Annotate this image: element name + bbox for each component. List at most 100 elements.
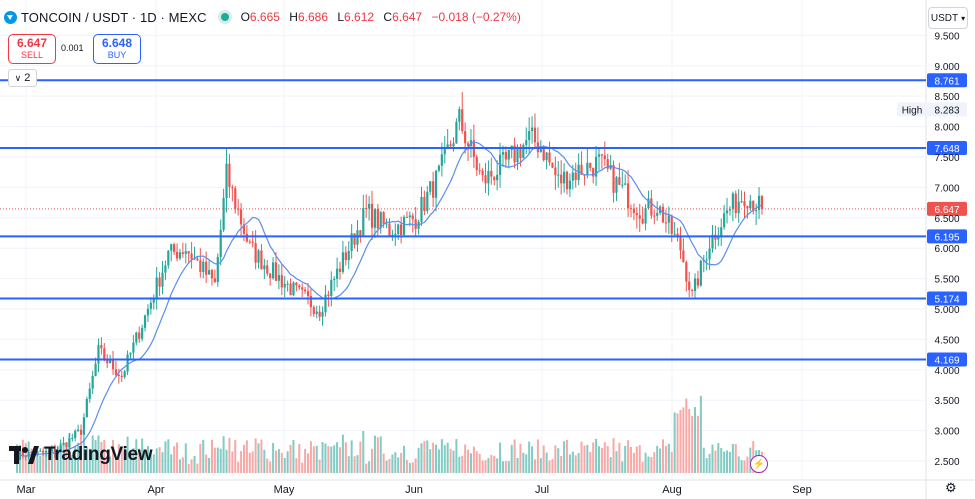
- volume-bar: [356, 455, 359, 473]
- volume-bar: [117, 444, 120, 473]
- volume-bar: [74, 446, 77, 473]
- candle-body: [560, 174, 563, 184]
- candle-body: [251, 241, 254, 244]
- candle-body: [181, 252, 184, 254]
- level-price-tag: [927, 73, 967, 88]
- volume-bar: [50, 446, 53, 473]
- candle-body: [184, 251, 187, 254]
- candle-body: [274, 262, 278, 281]
- candle-body: [670, 215, 673, 235]
- candle-body: [129, 352, 132, 355]
- volume-bar: [260, 439, 263, 473]
- candle-body: [117, 374, 120, 376]
- lightning-icon[interactable]: ⚡: [750, 455, 768, 473]
- candle-body: [385, 223, 388, 225]
- volume-bar: [717, 442, 720, 473]
- indicators-toggle-button[interactable]: ∨ 2: [8, 69, 37, 87]
- level-price-tag: [927, 352, 967, 367]
- volume-bar: [53, 444, 56, 473]
- candle-body: [266, 265, 269, 274]
- volume-bar: [333, 445, 336, 473]
- candle-body: [400, 224, 403, 235]
- candle-body: [42, 450, 45, 453]
- volume-bar: [563, 441, 566, 473]
- volume-bar: [461, 455, 464, 473]
- volume-bar: [237, 461, 240, 473]
- volume-bar: [627, 440, 630, 473]
- volume-bar: [336, 442, 339, 473]
- volume-bar: [71, 455, 74, 473]
- volume-bar: [292, 439, 295, 473]
- volume-bar: [146, 445, 149, 473]
- candle-body: [65, 442, 68, 448]
- candle-body: [606, 159, 609, 169]
- level-price-tag: [927, 140, 967, 155]
- volume-bar: [350, 440, 353, 473]
- volume-bar: [205, 454, 208, 473]
- candle-body: [146, 308, 150, 316]
- y-tick-label: 8.500: [934, 92, 959, 103]
- candle-body: [501, 152, 505, 155]
- volume-bar: [301, 462, 304, 473]
- candle-body: [301, 287, 304, 290]
- candle-body: [91, 375, 94, 389]
- symbol-title[interactable]: TONCOIN / USDT · 1D · MEXC: [21, 9, 207, 25]
- candle-body: [542, 146, 545, 161]
- level-price-tag: [927, 229, 967, 244]
- candle-body: [461, 109, 464, 132]
- tradingview-logo[interactable]: TradingView: [9, 444, 153, 466]
- brand-text: TradingView: [44, 444, 153, 465]
- volume-bar: [80, 438, 83, 473]
- volume-bar: [606, 445, 609, 473]
- volume-bar: [39, 455, 42, 473]
- candle-body: [411, 215, 414, 220]
- candle-body: [242, 224, 246, 234]
- candle-body: [749, 200, 752, 209]
- candle-body: [269, 273, 272, 279]
- candle-body: [656, 212, 659, 216]
- volume-bar: [650, 457, 653, 473]
- level-price-label: 8.761: [934, 76, 959, 87]
- volume-bar: [746, 456, 749, 473]
- volume-bar: [533, 459, 536, 473]
- candle-body: [746, 205, 749, 209]
- candle-body: [528, 131, 531, 141]
- volume-bar: [126, 436, 129, 473]
- candle-body: [39, 450, 42, 452]
- volume-bar: [309, 441, 312, 473]
- candle-body: [216, 256, 219, 283]
- volume-bar: [691, 415, 694, 473]
- sell-button[interactable]: 6.647 SELL: [8, 34, 56, 64]
- candle-body: [62, 442, 65, 446]
- volume-bar: [138, 448, 141, 473]
- x-tick-label: Mar: [17, 484, 36, 496]
- volume-bar: [62, 443, 65, 473]
- volume-bar: [723, 451, 726, 473]
- candle-body: [519, 146, 522, 159]
- candle-body: [408, 215, 411, 218]
- candle-body: [717, 236, 720, 240]
- currency-selector[interactable]: USDT ▾: [928, 7, 968, 29]
- candle-body: [647, 198, 650, 208]
- close-value: 6.647: [392, 10, 423, 24]
- volume-bar: [274, 450, 277, 473]
- volume-bar: [114, 458, 117, 473]
- gear-icon[interactable]: ⚙: [945, 480, 957, 495]
- candle-body: [254, 243, 257, 263]
- volume-bar: [210, 439, 213, 473]
- volume-bar: [176, 442, 179, 473]
- candle-body: [202, 261, 205, 273]
- volume-bar: [170, 454, 173, 473]
- candle-body: [440, 154, 443, 166]
- candle-body: [481, 170, 484, 176]
- buy-button[interactable]: 6.648 BUY: [93, 34, 141, 64]
- candle-body: [737, 201, 740, 214]
- volume-bar: [48, 452, 51, 473]
- candle-body: [449, 144, 452, 147]
- volume-bar: [414, 458, 417, 473]
- volume-bar: [708, 453, 711, 473]
- candle-body: [615, 177, 618, 193]
- candle-body: [353, 233, 356, 245]
- volume-bar: [123, 446, 126, 473]
